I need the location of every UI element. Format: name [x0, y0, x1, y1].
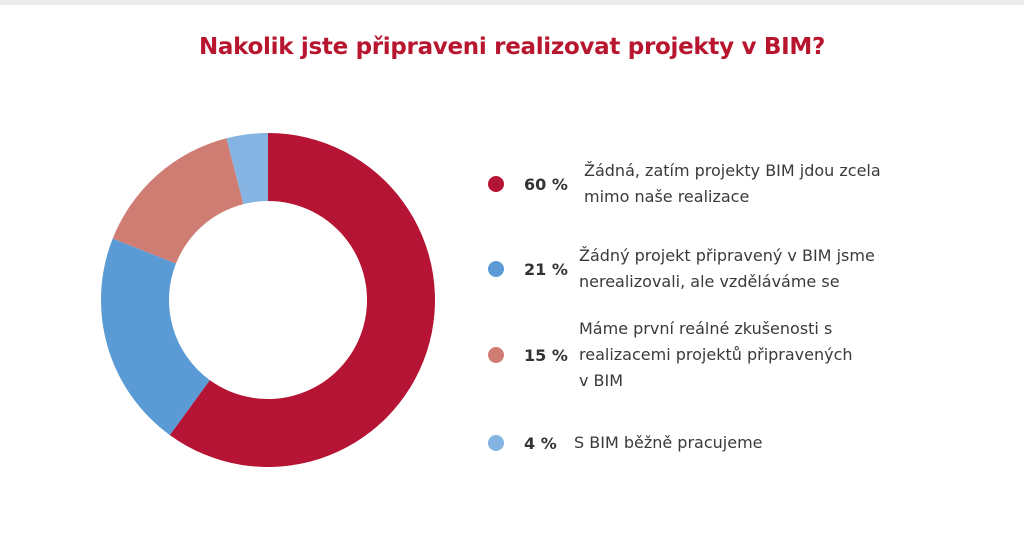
- legend-dot: [488, 261, 504, 277]
- donut-slice: [226, 133, 268, 205]
- legend-dot: [488, 347, 504, 363]
- donut-slice: [169, 133, 436, 468]
- legend-percent: 15 %: [524, 345, 568, 365]
- legend-item: 4 % S BIM běžně pracujeme: [488, 430, 874, 456]
- legend-label: Žádná, zatím projekty BIM jdou zcela mim…: [584, 161, 881, 206]
- legend-item: 60 % Žádná, zatím projekty BIM jdou zcel…: [488, 158, 894, 210]
- chart-title: Nakolik jste připraveni realizovat proje…: [198, 34, 825, 60]
- legend-item: 21 % Žádný projekt připravený v BIM jsme…: [488, 243, 939, 295]
- top-border: [0, 0, 1024, 5]
- donut-slice: [112, 138, 244, 264]
- legend-item: 15 % Máme první reálné zkušenosti s real…: [488, 316, 854, 394]
- legend-label: S BIM běžně pracujeme: [574, 433, 763, 452]
- legend-dot: [488, 176, 504, 192]
- legend-dot: [488, 435, 504, 451]
- legend-label: Žádný projekt připravený v BIM jsme nere…: [579, 246, 875, 291]
- legend-percent: 4 %: [524, 433, 557, 453]
- donut-slice: [101, 238, 210, 436]
- legend-percent: 21 %: [524, 259, 568, 279]
- legend-percent: 60 %: [524, 174, 568, 194]
- legend-label: Máme první reálné zkušenosti s realizace…: [579, 319, 853, 390]
